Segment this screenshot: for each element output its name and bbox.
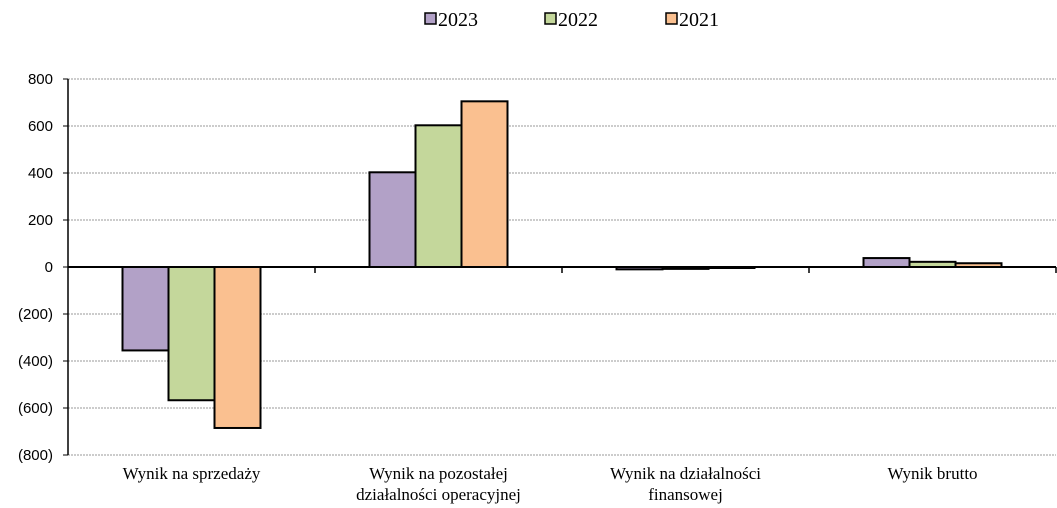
- bar-2021-1: [460, 100, 509, 268]
- axes: [63, 78, 1057, 456]
- bar-2022-0: [167, 266, 216, 402]
- x-tick-label: Wynik na działalności finansowej: [610, 464, 761, 504]
- y-tick-label: (400): [18, 353, 53, 370]
- legend-label-2022: 2022: [558, 9, 598, 31]
- y-tick-label: 0: [45, 259, 53, 276]
- bar-2023-3: [862, 257, 911, 269]
- x-tick-label-line: Wynik na pozostałej: [369, 464, 508, 483]
- y-tick-labels: 800 600 400 200 0 (200) (400) (600) (800): [18, 71, 53, 464]
- bars: [121, 100, 1003, 429]
- y-tick-label: 400: [28, 165, 53, 182]
- x-tick-label: Wynik na sprzedaży: [123, 464, 261, 483]
- legend-label-2021: 2021: [679, 9, 719, 31]
- x-tick-label: Wynik na pozostałej działalności operacyj…: [356, 464, 521, 504]
- x-tick-label-line: finansowej: [648, 485, 723, 504]
- y-tick-label: 800: [28, 71, 53, 88]
- y-tick-label: 600: [28, 118, 53, 135]
- y-tick-label: (200): [18, 306, 53, 323]
- bar-2022-1: [414, 124, 463, 268]
- legend-swatch-2023: [424, 12, 437, 25]
- bar-2023-0: [121, 266, 170, 352]
- gridlines: [68, 78, 1056, 456]
- x-tick-label-line: Wynik na sprzedaży: [123, 464, 261, 483]
- bar-2021-0: [213, 266, 262, 429]
- y-tick-label: (600): [18, 400, 53, 417]
- x-tick-label-line: Wynik na działalności: [610, 464, 761, 483]
- x-tick-label: Wynik brutto: [887, 464, 977, 483]
- y-tick-label: 200: [28, 212, 53, 229]
- legend: 2023 2022 2021: [424, 9, 719, 31]
- legend-swatch-2021: [665, 12, 678, 25]
- x-tick-label-line: działalności operacyjnej: [356, 485, 521, 504]
- x-tick-labels: Wynik na sprzedaży Wynik na pozostałej dzi…: [123, 464, 978, 504]
- y-tick-label: (800): [18, 447, 53, 464]
- legend-label-2023: 2023: [438, 9, 478, 31]
- x-tick-label-line: Wynik brutto: [887, 464, 977, 483]
- legend-swatch-2022: [544, 12, 557, 25]
- bar-2023-1: [368, 171, 417, 268]
